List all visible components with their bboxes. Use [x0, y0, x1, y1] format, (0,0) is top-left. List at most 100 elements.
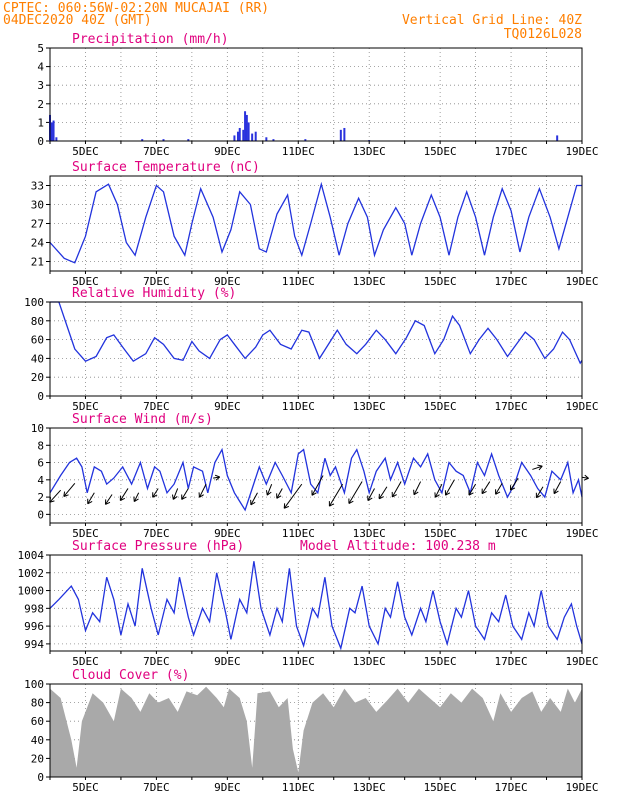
x-tick-label: 17DEC — [495, 655, 528, 668]
wind-arrow — [276, 488, 283, 499]
y-tick-label: 1 — [37, 116, 44, 129]
model-code: TQ0126L028 — [504, 27, 582, 42]
panel-title: Relative Humidity (%) — [72, 286, 236, 301]
x-tick-label: 5DEC — [72, 781, 99, 794]
panel-frame — [49, 427, 583, 524]
y-tick-label: 1000 — [18, 585, 45, 598]
panel-frame — [49, 554, 583, 652]
precip-bar — [55, 137, 58, 141]
wind-arrow — [87, 492, 95, 505]
wind-arrow-head — [495, 489, 501, 495]
series-line-2 — [50, 301, 583, 365]
wind-arrow — [266, 483, 273, 496]
precip-bar — [343, 127, 346, 141]
wind-arrow-head — [265, 490, 272, 496]
wind-arrow — [378, 486, 388, 500]
wind-arrow-head — [276, 493, 282, 499]
y-tick-label: 30 — [31, 199, 44, 212]
wind-arrow-head — [181, 494, 187, 500]
wind-arrow-head — [444, 490, 451, 496]
y-tick-label: 80 — [31, 315, 44, 328]
precip-bar — [272, 139, 275, 141]
precip-bar — [339, 129, 342, 141]
wind-arrow-head — [171, 494, 178, 500]
x-tick-label: 13DEC — [353, 527, 386, 540]
y-tick-label: 1004 — [18, 549, 45, 562]
x-tick-label: 13DEC — [353, 145, 386, 158]
wind-arrow — [535, 486, 544, 498]
panel-2 — [46, 301, 583, 399]
wind-arrow-head — [214, 474, 221, 481]
precip-bar — [141, 139, 144, 141]
y-tick-label: 8 — [37, 439, 44, 452]
y-tick-label: 20 — [31, 752, 44, 765]
wind-arrow — [213, 476, 220, 479]
y-tick-label: 0 — [37, 771, 44, 784]
x-tick-label: 17DEC — [495, 400, 528, 413]
wind-arrow — [49, 489, 62, 503]
panel-frame — [49, 175, 583, 272]
y-tick-label: 40 — [31, 734, 44, 747]
wind-arrow-head — [119, 495, 126, 502]
precip-bar — [245, 114, 248, 141]
x-tick-label: 19DEC — [565, 527, 598, 540]
y-tick-label: 0 — [37, 135, 44, 148]
x-tick-label: 17DEC — [495, 781, 528, 794]
y-tick-label: 2 — [37, 98, 44, 111]
y-tick-label: 21 — [31, 256, 44, 269]
wind-arrow — [481, 481, 491, 494]
wind-arrow — [510, 477, 519, 491]
x-tick-label: 7DEC — [143, 527, 170, 540]
x-tick-label: 19DEC — [565, 400, 598, 413]
wind-arrow-head — [434, 492, 440, 498]
wind-arrow — [181, 488, 189, 500]
x-tick-label: 11DEC — [282, 275, 315, 288]
x-tick-label: 11DEC — [282, 655, 315, 668]
wind-arrow-head — [553, 488, 559, 495]
precip-bar — [556, 135, 559, 141]
vertical-grid-label: Vertical Grid Line: 40Z — [402, 13, 582, 28]
wind-arrow — [532, 465, 543, 470]
wind-arrow-head — [87, 498, 93, 505]
x-tick-label: 11DEC — [282, 527, 315, 540]
run-date: 04DEC2020 40Z (GMT) — [3, 13, 152, 28]
wind-arrow-head — [311, 490, 317, 496]
precip-bar — [265, 137, 268, 141]
wind-arrow-head — [378, 493, 384, 500]
cloud-area — [50, 686, 582, 777]
precip-bar — [304, 139, 307, 141]
y-tick-label: 40 — [31, 352, 44, 365]
precip-bar — [247, 122, 250, 141]
wind-arrow-head — [537, 464, 543, 471]
x-tick-label: 15DEC — [424, 275, 457, 288]
wind-arrow — [119, 488, 129, 501]
x-tick-label: 13DEC — [353, 655, 386, 668]
x-tick-label: 7DEC — [143, 275, 170, 288]
wind-arrow-head — [391, 491, 397, 498]
y-tick-label: 27 — [31, 218, 44, 231]
x-tick-label: 19DEC — [565, 275, 598, 288]
wind-arrow — [172, 488, 179, 500]
wind-arrow-head — [49, 497, 55, 503]
y-tick-label: 4 — [37, 61, 44, 74]
x-tick-label: 11DEC — [282, 400, 315, 413]
header: CPTEC: 060:56W-02:20N MUCAJAI (RR) 04DEC… — [3, 1, 582, 42]
panel-frame — [49, 683, 583, 778]
panel-5 — [46, 683, 583, 780]
y-tick-label: 3 — [37, 79, 44, 92]
wind-arrow — [367, 488, 375, 501]
x-tick-label: 11DEC — [282, 145, 315, 158]
wind-arrow — [495, 483, 503, 495]
wind-arrow-head — [348, 498, 354, 504]
panel-0 — [46, 47, 583, 144]
wind-arrow-head — [250, 499, 256, 506]
wind-arrow-head — [367, 495, 373, 501]
x-tick-label: 19DEC — [565, 781, 598, 794]
wind-arrow — [152, 488, 159, 498]
y-tick-label: 100 — [24, 296, 44, 309]
wind-arrow-head — [133, 496, 139, 502]
panel-3 — [46, 427, 589, 526]
y-tick-label: 10 — [31, 422, 44, 435]
x-tick-label: 15DEC — [424, 655, 457, 668]
wind-arrow-head — [283, 503, 290, 509]
